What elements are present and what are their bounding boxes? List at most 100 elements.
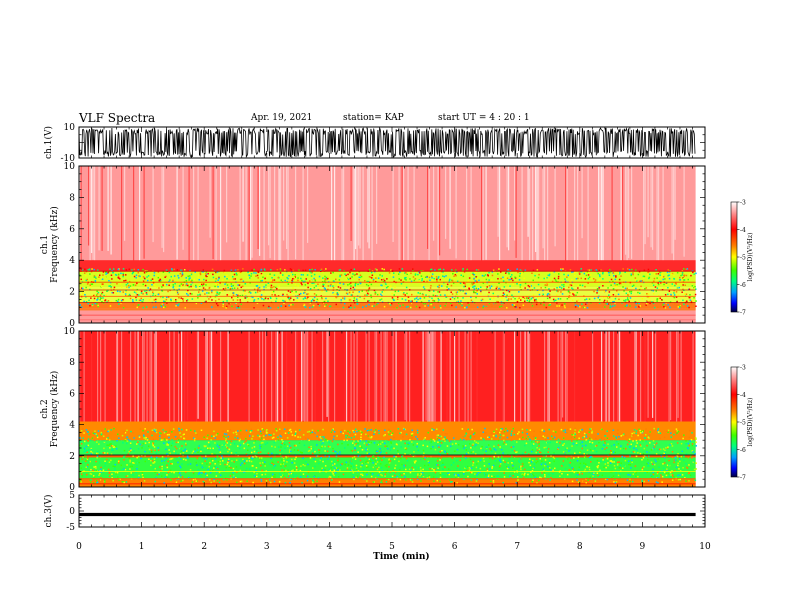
- ch1-spectrogram-speckle: [354, 273, 357, 276]
- ch1-spectrogram-speckle: [439, 305, 442, 307]
- ch2-spectrogram-streak: [433, 331, 435, 432]
- ch1-spectrogram-speckle: [560, 287, 563, 289]
- ch1-spectrogram-streak: [565, 166, 567, 266]
- ch2-spectrogram-speckle: [518, 438, 521, 440]
- ch1-spectrogram-speckle: [182, 284, 184, 286]
- ch1-spectrogram-speckle: [475, 287, 477, 290]
- ch2-spectrogram-speckle: [641, 431, 643, 433]
- ch2-spectrogram-speckle: [674, 459, 677, 461]
- ch2-spectrogram-speckle: [422, 468, 424, 471]
- ch1-spectrogram-speckle: [676, 287, 679, 289]
- ch2-spectrogram-speckle: [260, 442, 263, 444]
- ch2-spectrogram-speckle: [282, 441, 284, 443]
- ch2-spectrogram-speckle: [490, 480, 492, 483]
- ch1-spectrogram-speckle: [288, 304, 290, 307]
- ch1-spectrogram-speckle: [309, 269, 311, 271]
- ch2-spectrogram-streak: [464, 331, 466, 460]
- ch2-spectrogram-speckle: [665, 447, 667, 449]
- ch2-spectrogram-speckle: [302, 457, 304, 459]
- ch2-spectrogram-speckle: [513, 471, 516, 473]
- ch2-spectrogram-speckle: [618, 466, 621, 469]
- ch1-spectrogram-speckle: [353, 268, 356, 270]
- ch2-spectrogram-speckle: [689, 429, 691, 432]
- ch2-spectrogram-speckle: [439, 459, 441, 461]
- ch1-spectrogram-streak: [278, 166, 280, 279]
- ch1-spectrogram-speckle: [629, 305, 631, 307]
- ch1-spectrogram-speckle: [499, 287, 501, 290]
- ch1-spectrogram-speckle: [683, 268, 685, 270]
- ch2-spectrogram-speckle: [407, 445, 410, 447]
- ch1-spectrogram-speckle: [270, 284, 273, 287]
- ch1-spectrogram-speckle: [379, 299, 381, 301]
- ch1-spectrogram-speckle: [487, 275, 489, 277]
- ch2-spectrogram-speckle: [338, 481, 341, 483]
- ch1-spectrogram-speckle: [186, 300, 188, 302]
- ch1-spectrogram-speckle: [167, 304, 169, 307]
- ch2-spectrogram-speckle: [630, 443, 632, 446]
- ch2-spectrogram-streak: [184, 331, 186, 432]
- ch2-spectrogram-speckle: [184, 440, 186, 442]
- ch2-spectrogram-streak: [137, 331, 139, 450]
- ch2-spectrogram-speckle: [318, 449, 320, 451]
- ch2-spectrogram-speckle: [610, 451, 613, 454]
- ch1-spectrogram-speckle: [81, 291, 84, 294]
- ch2-spectrogram-speckle: [635, 448, 638, 451]
- ch2-spectrogram-speckle: [112, 465, 114, 467]
- ch1-spectrogram-speckle: [694, 293, 697, 296]
- ch2-spectrogram-streak: [676, 331, 678, 438]
- ch1-spectrogram-speckle: [161, 290, 164, 292]
- ch1-spectrogram-streak: [367, 166, 369, 243]
- ch2-spectrogram-speckle: [266, 429, 268, 431]
- ch2-spectrogram-streak: [601, 331, 603, 443]
- ch1-spectrogram-speckle: [349, 271, 351, 274]
- ch1-spectrogram-speckle: [490, 278, 493, 281]
- ch2-spectrogram-speckle: [110, 443, 112, 445]
- ch2-spectrogram-speckle: [102, 471, 105, 473]
- ch2-spectrogram-speckle: [380, 466, 383, 469]
- ch1-spectrogram-speckle: [451, 279, 454, 282]
- ch2-spectrogram-speckle: [485, 474, 487, 476]
- ch2-spectrogram-speckle: [339, 464, 342, 466]
- ch2-spectrogram-speckle: [157, 481, 160, 483]
- ch2-spectrogram-speckle: [165, 448, 167, 451]
- ch2-spectrogram-speckle: [160, 432, 162, 435]
- ch2-spectrogram-speckle: [226, 479, 228, 481]
- ch2-spectrogram-speckle: [366, 471, 368, 473]
- ch2-spectrogram-speckle: [191, 481, 194, 483]
- ch1-spectrogram-speckle: [372, 280, 375, 282]
- ch1-spectrogram-speckle: [224, 275, 226, 278]
- ch2-spectrogram-speckle: [432, 438, 435, 441]
- ch1-spectrogram-speckle: [396, 298, 399, 300]
- ch1-spectrogram-speckle: [292, 278, 294, 280]
- ch1-spectrogram-streak: [674, 166, 676, 240]
- ch2-spectrogram-speckle: [666, 468, 668, 470]
- ch1-spectrogram-speckle: [411, 305, 414, 307]
- ch2-spectrogram-speckle: [671, 471, 673, 473]
- ch2-spectrogram-speckle: [179, 474, 182, 477]
- ch1-spectrogram-speckle: [484, 274, 487, 276]
- ch2-spectrogram-speckle: [376, 450, 378, 453]
- ch1-spectrogram-speckle: [348, 291, 351, 294]
- ch1-spectrogram-streak: [257, 166, 259, 249]
- ch2-spectrogram-streak: [121, 331, 123, 455]
- ch2-spectrogram-speckle: [426, 445, 429, 448]
- ch2-spectrogram-speckle: [293, 462, 296, 464]
- ch1-spectrogram-speckle: [89, 288, 91, 291]
- ch1-spectrogram-speckle: [234, 269, 237, 271]
- ch2-spectrogram-speckle: [238, 440, 241, 442]
- ch1-spectrogram-speckle: [328, 278, 330, 280]
- ch1-spectrogram-speckle: [488, 291, 490, 294]
- ch1-spectrogram-streak: [482, 166, 484, 263]
- ch1-spectrogram-speckle: [499, 306, 501, 308]
- ch1-spectrogram-streak: [407, 166, 409, 283]
- ch1-spectrogram-streak: [359, 166, 361, 249]
- ch1-spectrogram-streak: [428, 166, 430, 268]
- ch1-spectrogram-speckle: [556, 290, 558, 292]
- ch2-spectrogram-speckle: [469, 437, 472, 439]
- ch1-spectrogram-speckle: [262, 304, 265, 307]
- ch1-spectrogram-speckle: [242, 268, 244, 270]
- ch2-spectrogram-speckle: [362, 468, 365, 471]
- ch2-spectrogram-speckle: [86, 449, 88, 452]
- ch2-spectrogram-speckle: [692, 461, 694, 463]
- ch1-spectrogram-speckle: [647, 271, 649, 274]
